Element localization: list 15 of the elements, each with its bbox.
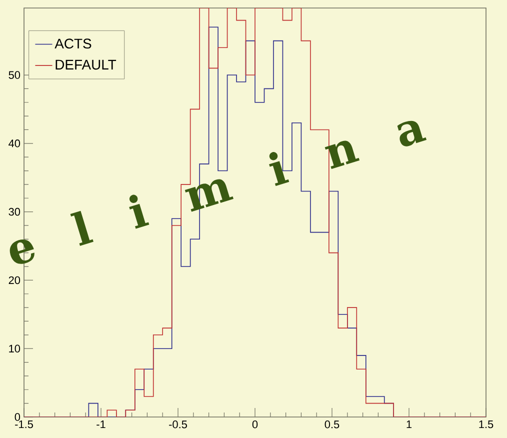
y-tick-label: 40: [8, 140, 20, 148]
y-tick-label: 10: [9, 344, 20, 352]
y-tick-label: 50: [8, 71, 20, 79]
legend-label: ACTS: [54, 38, 92, 49]
legend-label: DEFAULT: [56, 60, 116, 70]
x-tick-label: 0.5: [324, 420, 340, 428]
y-tick-label: 0: [14, 413, 20, 421]
x-tick-label: -0.5: [169, 420, 187, 428]
y-tick-label: 20: [8, 276, 20, 284]
x-tick-label: -1: [96, 420, 106, 428]
x-tick-label: 1.5: [479, 420, 494, 428]
x-tick-label: -1.5: [15, 420, 33, 428]
y-tick-label: 30: [8, 208, 20, 216]
x-tick-label: 1: [406, 420, 412, 428]
x-tick-label: 0: [252, 420, 258, 428]
